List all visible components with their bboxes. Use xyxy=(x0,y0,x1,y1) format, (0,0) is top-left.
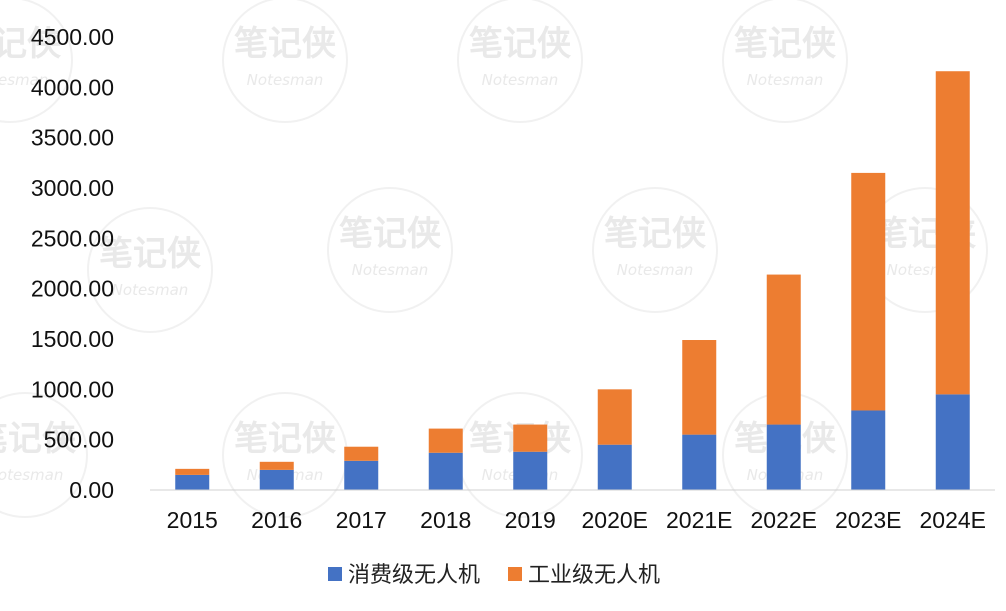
bar-segment-series-1 xyxy=(682,434,717,490)
x-tick-label: 2019 xyxy=(505,507,556,533)
legend-item: 工业级无人机 xyxy=(508,563,660,588)
bars-layer xyxy=(175,71,970,490)
x-axis-tick-labels: 2015 2016 2017 2018 2019 2020E 2021E 2022E 2023E… xyxy=(167,507,986,533)
bar-segment-series-2 xyxy=(175,468,210,475)
watermark: 笔记侠 Notesman xyxy=(222,0,348,123)
svg-text:笔记侠: 笔记侠 xyxy=(99,234,202,274)
y-tick-label: 3000.00 xyxy=(31,175,114,201)
legend-swatch xyxy=(508,567,522,581)
svg-text:Notesman: Notesman xyxy=(0,466,63,484)
bar-segment-series-1 xyxy=(428,452,463,490)
legend-label: 消费级无人机 xyxy=(348,563,480,588)
x-tick-label: 2024E xyxy=(919,507,986,533)
watermark: 笔记侠 Notesman xyxy=(592,187,718,313)
y-tick-label: 4000.00 xyxy=(31,74,114,100)
svg-text:Notesman: Notesman xyxy=(352,261,429,279)
watermark: 笔记侠 Notesman xyxy=(87,207,213,333)
bar-segment-series-1 xyxy=(766,424,801,490)
watermark: 笔记侠 Notesman xyxy=(327,187,453,313)
bar-segment-series-1 xyxy=(259,469,294,490)
bar-segment-series-1 xyxy=(175,474,210,490)
svg-text:Notesman: Notesman xyxy=(0,71,48,89)
y-tick-label: 4500.00 xyxy=(31,24,114,50)
svg-text:笔记侠: 笔记侠 xyxy=(469,24,572,64)
svg-text:笔记侠: 笔记侠 xyxy=(0,419,77,459)
bar-segment-series-2 xyxy=(259,461,294,470)
bar-segment-series-2 xyxy=(851,172,886,411)
bar-segment-series-2 xyxy=(428,428,463,453)
x-tick-label: 2022E xyxy=(750,507,817,533)
bar-segment-series-2 xyxy=(766,274,801,425)
svg-text:Notesman: Notesman xyxy=(617,261,694,279)
x-tick-label: 2015 xyxy=(167,507,218,533)
x-tick-label: 2016 xyxy=(251,507,302,533)
bar-segment-series-1 xyxy=(851,410,886,490)
svg-text:Notesman: Notesman xyxy=(112,281,189,299)
watermark-layer: 笔记侠 Notesman 笔记侠 Notesman 笔记侠 Notesman 笔记侠 Note… xyxy=(0,0,988,518)
x-tick-label: 2023E xyxy=(835,507,902,533)
y-tick-label: 1500.00 xyxy=(31,326,114,352)
y-tick-label: 2500.00 xyxy=(31,225,114,251)
bar-segment-series-2 xyxy=(597,389,632,445)
bar-segment-series-1 xyxy=(935,394,970,490)
y-tick-label: 0.00 xyxy=(69,477,114,503)
bar-segment-series-2 xyxy=(682,340,717,435)
legend-swatch xyxy=(328,567,342,581)
svg-text:笔记侠: 笔记侠 xyxy=(234,24,337,64)
watermark: 笔记侠 Notesman xyxy=(0,392,88,518)
bar-segment-series-1 xyxy=(597,444,632,490)
y-tick-label: 1000.00 xyxy=(31,376,114,402)
svg-text:笔记侠: 笔记侠 xyxy=(0,24,62,64)
bar-segment-series-2 xyxy=(513,424,548,452)
legend-item: 消费级无人机 xyxy=(328,563,480,588)
bar-segment-series-2 xyxy=(935,71,970,395)
x-tick-label: 2020E xyxy=(581,507,648,533)
x-tick-label: 2021E xyxy=(666,507,733,533)
watermark: 笔记侠 Notesman xyxy=(0,0,73,123)
bar-segment-series-1 xyxy=(344,460,379,490)
watermark: 笔记侠 Notesman xyxy=(722,0,848,123)
svg-text:笔记侠: 笔记侠 xyxy=(234,419,337,459)
x-tick-label: 2018 xyxy=(420,507,471,533)
svg-text:Notesman: Notesman xyxy=(247,71,324,89)
svg-text:笔记侠: 笔记侠 xyxy=(339,214,442,254)
svg-text:Notesman: Notesman xyxy=(482,71,559,89)
watermark: 笔记侠 Notesman xyxy=(457,0,583,123)
legend-label: 工业级无人机 xyxy=(528,563,660,588)
svg-text:笔记侠: 笔记侠 xyxy=(604,214,707,254)
y-tick-label: 2000.00 xyxy=(31,276,114,302)
y-tick-label: 3500.00 xyxy=(31,125,114,151)
y-tick-label: 500.00 xyxy=(44,427,114,453)
bar-segment-series-1 xyxy=(513,451,548,490)
x-tick-label: 2017 xyxy=(336,507,387,533)
legend: 消费级无人机 工业级无人机 xyxy=(328,563,660,588)
bar-segment-series-2 xyxy=(344,446,379,461)
svg-text:Notesman: Notesman xyxy=(747,71,824,89)
svg-text:笔记侠: 笔记侠 xyxy=(734,24,837,64)
y-axis-tick-labels: 0.00 500.00 1000.00 1500.00 2000.00 2500.00 30… xyxy=(31,24,114,503)
